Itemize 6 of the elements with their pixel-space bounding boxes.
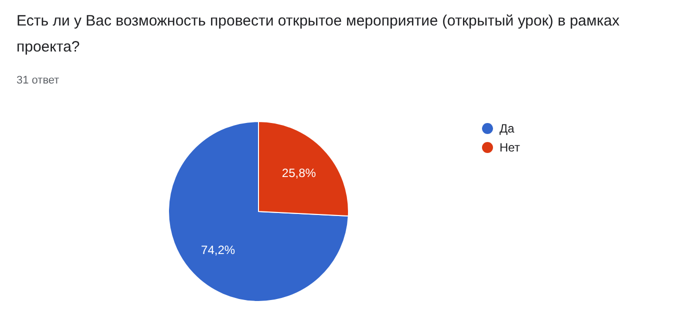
legend-label: Да	[500, 122, 515, 136]
text: 31 ответ	[16, 74, 60, 86]
data-label: 25,8%	[282, 166, 316, 180]
data-label: 74,2%	[201, 242, 236, 257]
legend-label: Нет	[500, 140, 520, 154]
chart-title: Есть ли у Вас возможность провести открытое мероприятие (открытый урок) в рамках проекта?	[16, 12, 620, 56]
